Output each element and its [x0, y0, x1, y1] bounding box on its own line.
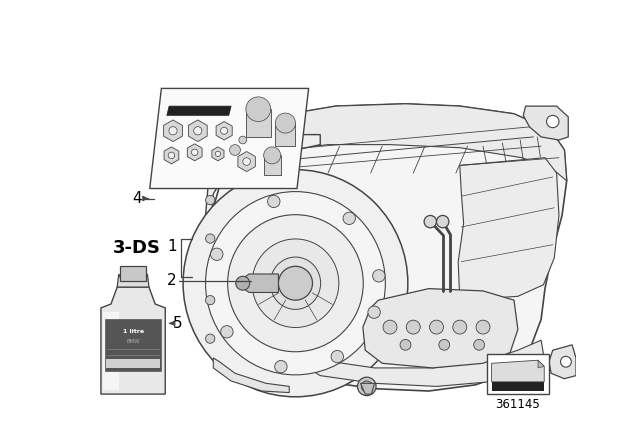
Circle shape — [168, 152, 175, 159]
Polygon shape — [164, 147, 179, 164]
Circle shape — [436, 215, 449, 228]
Bar — [487, 354, 549, 394]
Polygon shape — [524, 106, 568, 140]
Circle shape — [383, 320, 397, 334]
Circle shape — [561, 356, 572, 367]
Polygon shape — [238, 151, 255, 172]
Circle shape — [278, 266, 312, 300]
Polygon shape — [103, 312, 119, 390]
Circle shape — [372, 270, 385, 282]
Polygon shape — [275, 123, 296, 146]
Polygon shape — [188, 120, 207, 142]
Polygon shape — [150, 88, 308, 189]
Text: 3-DS: 3-DS — [113, 239, 161, 257]
Circle shape — [474, 340, 484, 350]
Circle shape — [400, 340, 411, 350]
Circle shape — [452, 320, 467, 334]
Polygon shape — [105, 319, 161, 371]
Ellipse shape — [228, 215, 364, 352]
Polygon shape — [212, 147, 224, 161]
Circle shape — [343, 212, 355, 224]
Circle shape — [429, 320, 444, 334]
Text: 1: 1 — [167, 239, 177, 254]
Circle shape — [331, 350, 344, 363]
Polygon shape — [308, 340, 543, 386]
Ellipse shape — [270, 257, 321, 310]
Circle shape — [264, 147, 281, 164]
Circle shape — [547, 115, 559, 128]
Polygon shape — [117, 274, 149, 287]
Text: BMW: BMW — [126, 339, 140, 344]
Circle shape — [246, 97, 271, 121]
Circle shape — [275, 361, 287, 373]
Circle shape — [439, 340, 450, 350]
Polygon shape — [264, 155, 281, 176]
Polygon shape — [492, 360, 544, 382]
Polygon shape — [458, 158, 559, 300]
Text: 361145: 361145 — [495, 398, 540, 411]
Polygon shape — [106, 359, 160, 368]
Polygon shape — [188, 144, 202, 161]
Text: 5: 5 — [173, 316, 182, 331]
Ellipse shape — [205, 192, 385, 375]
Polygon shape — [213, 358, 289, 392]
Polygon shape — [538, 360, 544, 368]
Circle shape — [205, 234, 215, 243]
Circle shape — [358, 377, 376, 396]
Circle shape — [221, 127, 228, 134]
Text: 1 litre: 1 litre — [122, 329, 143, 334]
Circle shape — [362, 381, 372, 392]
Circle shape — [476, 320, 490, 334]
Circle shape — [243, 158, 250, 165]
Text: 4: 4 — [132, 191, 142, 206]
Polygon shape — [216, 121, 232, 140]
Polygon shape — [200, 134, 320, 392]
Polygon shape — [167, 106, 231, 116]
Polygon shape — [164, 120, 182, 142]
Circle shape — [230, 145, 241, 155]
Polygon shape — [101, 287, 165, 394]
Text: 2: 2 — [167, 273, 177, 289]
Ellipse shape — [183, 170, 408, 397]
Polygon shape — [492, 382, 544, 391]
Circle shape — [268, 195, 280, 207]
Polygon shape — [120, 266, 146, 281]
Polygon shape — [212, 104, 566, 391]
Circle shape — [221, 326, 233, 338]
Circle shape — [205, 195, 215, 205]
Polygon shape — [363, 289, 518, 368]
Circle shape — [275, 113, 296, 133]
Circle shape — [194, 127, 202, 135]
Circle shape — [368, 306, 380, 319]
Polygon shape — [360, 383, 374, 394]
Polygon shape — [246, 109, 271, 137]
Ellipse shape — [252, 239, 339, 327]
Polygon shape — [243, 104, 566, 181]
Circle shape — [215, 151, 221, 156]
Circle shape — [406, 320, 420, 334]
Circle shape — [205, 334, 215, 343]
Polygon shape — [243, 274, 278, 293]
Circle shape — [169, 127, 177, 135]
Circle shape — [211, 248, 223, 260]
Polygon shape — [549, 345, 576, 379]
Circle shape — [424, 215, 436, 228]
Circle shape — [236, 276, 250, 290]
Circle shape — [239, 136, 246, 144]
Circle shape — [191, 149, 198, 155]
Circle shape — [205, 296, 215, 305]
